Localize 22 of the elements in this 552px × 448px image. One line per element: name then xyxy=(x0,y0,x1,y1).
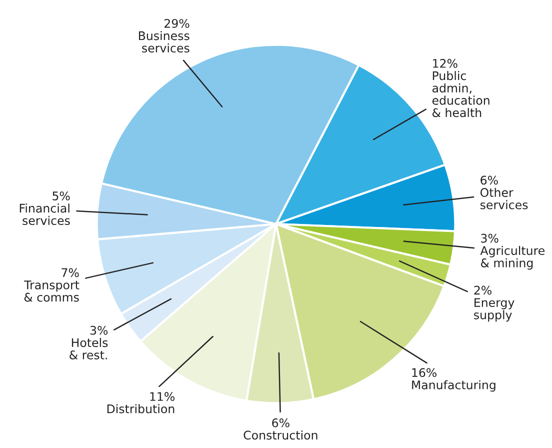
data-label: 11% xyxy=(150,392,174,401)
slice-label: Business services xyxy=(138,31,190,53)
data-label: 3% xyxy=(90,326,108,335)
slice-label: Agriculture & mining xyxy=(480,246,545,270)
slice-label: Hotels & rest. xyxy=(70,338,108,360)
data-label: 29% xyxy=(164,18,190,28)
data-label: 12% xyxy=(433,58,458,68)
data-label: 7% xyxy=(62,268,79,278)
data-label: 2% xyxy=(474,286,492,295)
data-label: 5% xyxy=(52,191,70,200)
slice-label: Construction xyxy=(244,430,318,440)
slice-label: Manufacturing xyxy=(412,380,496,392)
slice-label: Financial services xyxy=(20,204,70,226)
slice-label: Transport & comms xyxy=(24,280,80,302)
slice-label: Energy supply xyxy=(474,298,514,322)
slice-label: Distribution xyxy=(107,404,174,414)
data-label: 6% xyxy=(272,418,290,428)
data-label: 3% xyxy=(481,234,498,243)
data-label: 16% xyxy=(412,368,437,378)
slice-label: Other services xyxy=(480,188,528,210)
slice-label: Public admin, education & health xyxy=(432,71,490,118)
data-label: 6% xyxy=(480,176,498,185)
